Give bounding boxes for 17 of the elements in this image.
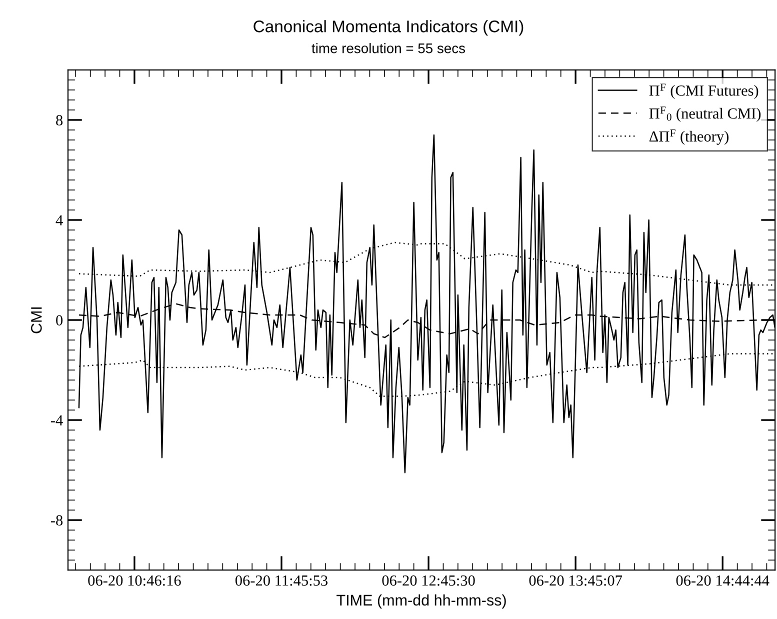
legend-label: ΔΠ$^{F}$ (theory) — [649, 130, 728, 145]
y-tick-label: -4 — [50, 415, 63, 426]
chart-title: Canonical Momenta Indicators (CMI) — [254, 20, 524, 36]
x-axis-title: TIME (mm-dd hh-mm-ss) — [336, 594, 506, 609]
x-tick-label: 06-20 10:46:16 — [88, 575, 181, 586]
y-tick-label: 4 — [56, 215, 63, 226]
y-tick-label: 0 — [56, 315, 63, 326]
chart-subtitle: time resolution = 55 secs — [312, 43, 466, 54]
x-tick-label: 06-20 12:45:30 — [382, 575, 475, 586]
y-tick-label: -8 — [50, 515, 63, 526]
legend-label: Π$^{F}$ (CMI Futures) — [649, 84, 758, 99]
legend-label: Π$^{F}$$_{0}$ (neutral CMI) — [649, 106, 761, 122]
x-tick-label: 06-20 14:44:44 — [676, 575, 770, 586]
y-axis-title: CMI — [31, 307, 42, 334]
x-tick-label: 06-20 13:45:07 — [529, 575, 622, 586]
x-tick-label: 06-20 11:45:53 — [235, 575, 328, 586]
y-tick-label: 8 — [56, 115, 63, 126]
